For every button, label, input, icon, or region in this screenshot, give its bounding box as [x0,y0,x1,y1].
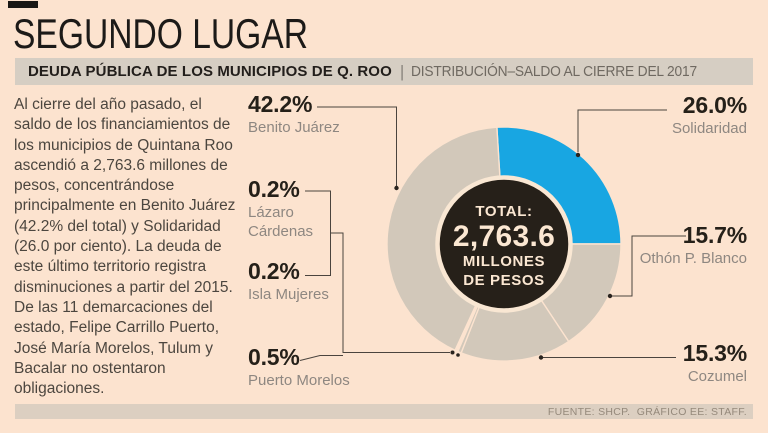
page-title: SEGUNDO LUGAR [13,10,308,57]
callout-isla-mujeres: 0.2% Isla Mujeres [248,258,329,304]
connector-puerto-morelos [299,355,343,361]
callout-pct: 42.2% [248,91,313,117]
callout-othon-p-blanco: 15.7% Othón P. Blanco [639,222,748,268]
connector-othon-p-blanco [612,235,686,297]
connector-lines [299,106,686,361]
callout-pct: 15.7% [682,222,747,248]
connector-benito-juarez [317,106,397,186]
subtitle-bold: DEUDA PÚBLICA DE LOS MUNICIPIOS DE Q. RO… [28,63,392,80]
callout-pct: 0.2% [248,176,300,202]
callout-pct: 15.3% [682,340,747,366]
callout-muni: Solidaridad [671,120,747,137]
callout-muni: Puerto Morelos [248,372,350,389]
callout-muni: Cozumel [687,368,747,385]
subtitle-bar: DEUDA PÚBLICA DE LOS MUNICIPIOS DE Q. RO… [15,58,753,85]
dot-small-slices-1 [450,350,455,355]
total-caption: TOTAL: [475,203,533,220]
total-unit-1: MILLONES [462,253,546,270]
donut-center-circle [435,175,573,313]
callout-muni: Benito Juárez [248,119,340,136]
donut-center-label: TOTAL: 2,763.6 MILLONES DE PESOS [424,203,584,290]
callout-pct: 0.2% [248,258,300,284]
dot-cozumel [538,355,544,360]
source-credit: FUENTE: SHCP. GRÁFICO EE: STAFF. [547,405,747,418]
connector-small-slices-trunk [330,232,450,353]
dot-othon-p-blanco [607,293,613,299]
connector-solidaridad [577,109,667,152]
callout-puerto-morelos: 0.5% Puerto Morelos [248,344,350,390]
top-left-dash [8,1,38,8]
subtitle-light: DISTRIBUCIÓN–SALDO AL CIERRE DEL 2017 [411,63,698,80]
dot-solidaridad [575,152,581,158]
total-value: 2,763.6 [452,220,556,253]
dot-small-slices-2 [456,353,460,357]
callout-muni: Othón P. Blanco [639,250,747,267]
callout-muni: Lázaro Cárdenas [248,204,314,240]
donut-slices [386,126,622,362]
total-unit-2: DE PESOS [463,272,545,289]
body-text: Al cierre del año pasado, el saldo de lo… [14,96,236,398]
dot-benito-juarez [394,185,399,191]
callout-cozumel: 15.3% Cozumel [683,340,747,386]
callout-benito-juarez: 42.2% Benito Juárez [248,91,340,137]
subtitle-separator: | [399,61,405,81]
callout-solidaridad: 26.0% Solidaridad [672,92,747,138]
footer-bar: FUENTE: SHCP. GRÁFICO EE: STAFF. [15,404,753,419]
callout-pct: 26.0% [682,92,747,118]
callout-muni: Isla Mujeres [248,286,329,303]
callout-pct: 0.5% [248,344,300,370]
callout-lazaro-cardenas: 0.2% Lázaro Cárdenas [248,176,318,241]
connector-dots [394,152,613,360]
